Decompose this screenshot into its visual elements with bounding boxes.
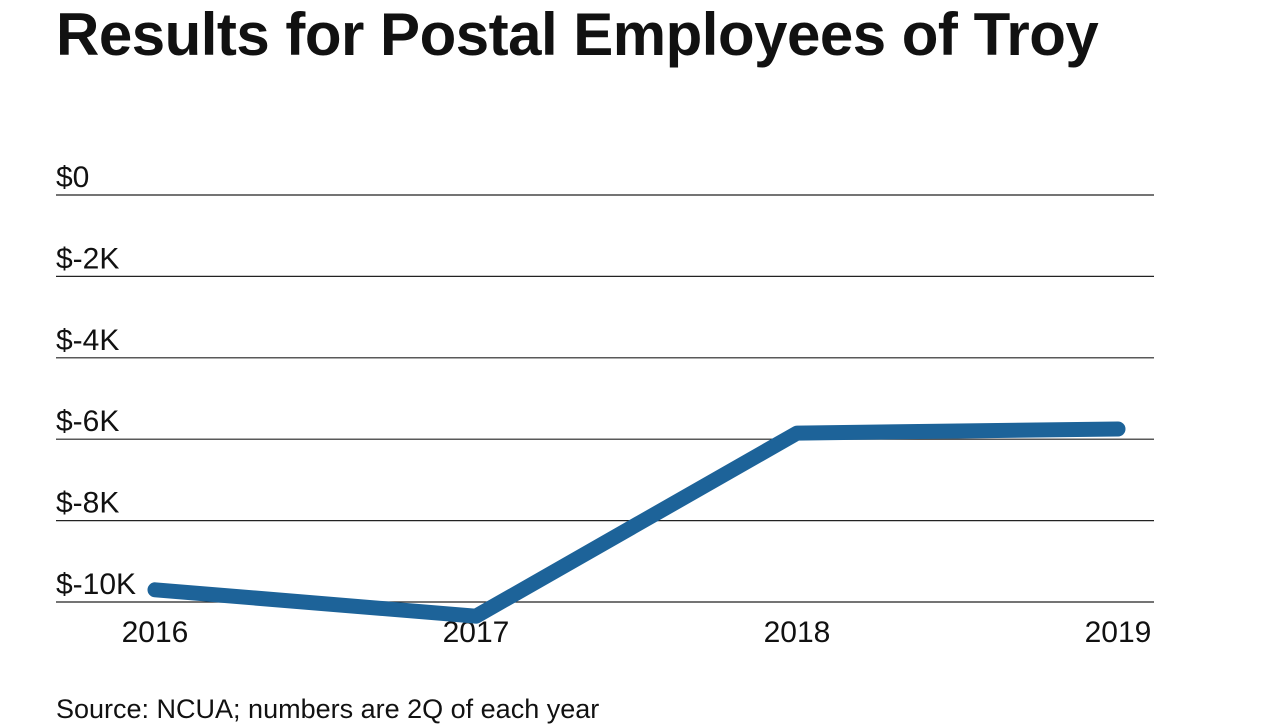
y-tick-label: $0: [56, 161, 89, 194]
y-tick-label: $-8K: [56, 487, 119, 520]
y-tick-label: $-4K: [56, 324, 119, 357]
y-tick-label: $-2K: [56, 242, 119, 275]
y-axis-ticks: $0 $-2K $-4K $-6K $-8K $-10K: [56, 161, 136, 601]
y-tick-label: $-10K: [56, 568, 136, 601]
chart-title: Results for Postal Employees of Troy: [56, 1, 1099, 68]
y-tick-label: $-6K: [56, 405, 119, 438]
series-line: [147, 421, 1126, 624]
x-tick-label: 2016: [122, 616, 189, 649]
x-axis-ticks: 2016 2017 2018 2019: [122, 616, 1152, 649]
x-tick-label: 2019: [1085, 616, 1152, 649]
x-tick-label: 2018: [764, 616, 831, 649]
series-layer: [147, 421, 1126, 624]
source-note: Source: NCUA; numbers are 2Q of each yea…: [56, 694, 600, 724]
gridlines: [56, 194, 1154, 603]
